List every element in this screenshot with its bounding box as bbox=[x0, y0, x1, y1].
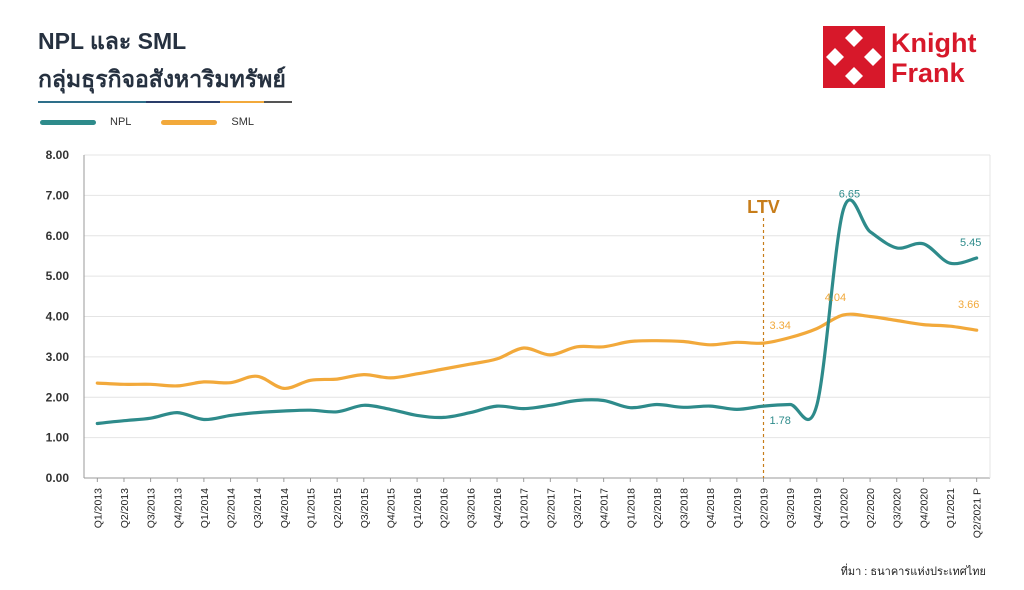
x-tick-label: Q1/2014 bbox=[199, 488, 211, 528]
y-tick-label: 6.00 bbox=[46, 229, 70, 243]
underline-seg-1 bbox=[38, 101, 146, 103]
y-tick-label: 1.00 bbox=[46, 431, 70, 445]
y-tick-label: 0.00 bbox=[46, 471, 70, 485]
x-tick-label: Q3/2020 bbox=[892, 488, 904, 528]
x-tick-label: Q2/2020 bbox=[865, 488, 877, 528]
svg-text:Knight: Knight bbox=[891, 28, 976, 58]
title-underline bbox=[38, 101, 292, 103]
x-tick-label: Q1/2016 bbox=[412, 488, 424, 528]
underline-seg-2 bbox=[146, 101, 220, 103]
legend-label-npl: NPL bbox=[110, 116, 132, 128]
y-tick-label: 8.00 bbox=[46, 148, 70, 162]
knight-frank-logo: Knight Frank bbox=[823, 26, 993, 90]
x-tick-label: Q3/2013 bbox=[146, 488, 158, 528]
x-tick-label: Q1/2021 bbox=[945, 488, 957, 528]
x-tick-label: Q4/2016 bbox=[492, 488, 504, 528]
x-tick-label: Q2/2013 bbox=[119, 488, 131, 528]
underline-seg-3 bbox=[220, 101, 264, 103]
source-note: ที่มา : ธนาคารแห่งประเทศไทย bbox=[840, 566, 986, 578]
x-tick-label: Q2/2019 bbox=[759, 488, 771, 528]
x-tick-label: Q4/2014 bbox=[279, 488, 291, 528]
x-tick-label: Q3/2016 bbox=[465, 488, 477, 528]
svg-text:Frank: Frank bbox=[891, 58, 966, 88]
knight-frank-logo-mark: Knight Frank bbox=[823, 26, 976, 88]
x-tick-label: Q1/2013 bbox=[92, 488, 104, 528]
x-tick-label: Q3/2015 bbox=[359, 488, 371, 528]
data-label-npl: 6.65 bbox=[839, 189, 860, 201]
y-tick-label: 2.00 bbox=[46, 390, 70, 404]
x-tick-label: Q4/2020 bbox=[918, 488, 930, 528]
x-tick-label: Q4/2017 bbox=[599, 488, 611, 528]
x-tick-label: Q4/2015 bbox=[385, 488, 397, 528]
x-tick-label: Q1/2018 bbox=[625, 488, 637, 528]
legend-swatch-sml bbox=[161, 119, 218, 125]
y-tick-label: 3.00 bbox=[46, 350, 70, 364]
data-label-sml: 3.34 bbox=[770, 320, 791, 332]
series-line-npl bbox=[95, 198, 979, 426]
x-tick-label: Q2/2017 bbox=[545, 488, 557, 528]
x-tick-label: Q3/2019 bbox=[785, 488, 797, 528]
legend-label-sml: SML bbox=[231, 116, 255, 128]
x-tick-label: Q2/2014 bbox=[226, 488, 238, 528]
legend-item-npl: NPL bbox=[40, 116, 131, 128]
y-tick-label: 5.00 bbox=[46, 269, 70, 283]
data-label-sml: 4.04 bbox=[825, 292, 846, 304]
x-tick-label: Q4/2013 bbox=[172, 488, 184, 528]
x-tick-label: Q1/2017 bbox=[519, 488, 531, 528]
legend-item-sml: SML bbox=[161, 116, 254, 128]
ltv-marker-label: LTV bbox=[747, 197, 780, 217]
data-label-npl: 1.78 bbox=[770, 415, 791, 427]
x-tick-label: Q3/2017 bbox=[572, 488, 584, 528]
x-tick-label: Q2/2018 bbox=[652, 488, 664, 528]
x-tick-label: Q4/2018 bbox=[705, 488, 717, 528]
x-tick-label: Q3/2018 bbox=[679, 488, 691, 528]
y-tick-label: 7.00 bbox=[46, 188, 70, 202]
chart-legend: NPL SML bbox=[40, 116, 284, 128]
x-tick-label: Q1/2019 bbox=[732, 488, 744, 528]
y-tick-label: 4.00 bbox=[46, 310, 70, 324]
chart-subtitle: กลุ่มธุรกิจอสังหาริมทรัพย์ bbox=[38, 66, 286, 92]
series-line-sml bbox=[95, 312, 979, 391]
legend-swatch-npl bbox=[40, 119, 96, 125]
data-label-npl: 5.45 bbox=[960, 237, 981, 249]
x-tick-label: Q3/2014 bbox=[252, 488, 264, 528]
underline-seg-4 bbox=[264, 101, 292, 103]
x-tick-label: Q4/2019 bbox=[812, 488, 824, 528]
x-tick-label: Q2/2015 bbox=[332, 488, 344, 528]
chart-title: NPL และ SML bbox=[38, 28, 187, 54]
x-tick-label: Q2/2016 bbox=[439, 488, 451, 528]
data-label-sml: 3.66 bbox=[958, 299, 979, 311]
x-tick-label: Q1/2015 bbox=[306, 488, 318, 528]
x-tick-label: Q1/2020 bbox=[838, 488, 850, 528]
x-tick-label: Q2/2021 P bbox=[972, 488, 984, 538]
